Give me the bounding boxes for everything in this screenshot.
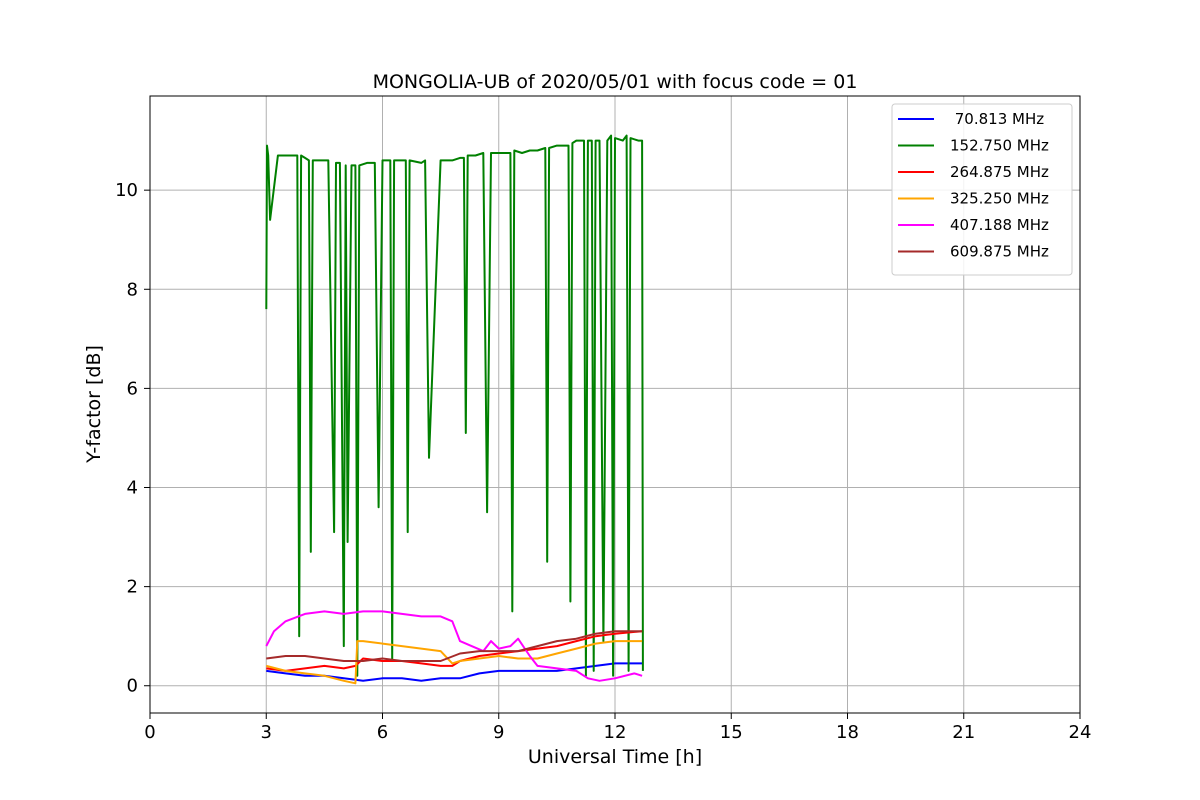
- x-tick-label: 18: [836, 722, 859, 743]
- legend-label: 264.875 MHz: [950, 163, 1049, 181]
- series-line-4: [265, 610, 643, 682]
- legend-label: 609.875 MHz: [950, 243, 1049, 261]
- y-tick-label: 0: [127, 676, 138, 697]
- legend-label: 325.250 MHz: [950, 190, 1049, 208]
- y-tick-label: 6: [127, 378, 138, 399]
- y-tick-label: 8: [127, 279, 138, 300]
- series-line-5: [266, 630, 643, 662]
- series-line-3: [266, 640, 643, 685]
- x-tick-label: 6: [377, 722, 388, 743]
- x-tick-label: 21: [952, 722, 975, 743]
- legend-label: 70.813 MHz: [950, 110, 1044, 128]
- y-tick-label: 4: [127, 478, 138, 499]
- chart-title: MONGOLIA-UB of 2020/05/01 with focus cod…: [373, 71, 858, 93]
- x-tick-label: 24: [1069, 722, 1092, 743]
- legend-label: 407.188 MHz: [950, 216, 1049, 234]
- legend-box: [891, 103, 1073, 276]
- y-tick-label: 2: [127, 577, 138, 598]
- y-tick-label: 10: [115, 180, 138, 201]
- legend: 70.813 MHz 152.750 MHz 264.875 MHz 325.250 …: [891, 103, 1073, 276]
- x-tick-label: 12: [604, 722, 627, 743]
- x-axis-label: Universal Time [h]: [528, 746, 702, 768]
- legend-label: 152.750 MHz: [950, 137, 1049, 155]
- y-axis-label: Y-factor [dB]: [83, 345, 105, 464]
- series-line-1: [265, 134, 644, 677]
- series-line-2: [266, 630, 643, 672]
- x-tick-label: 3: [261, 722, 272, 743]
- x-tick-label: 15: [720, 722, 743, 743]
- x-tick-label: 0: [144, 722, 155, 743]
- x-tick-label: 9: [493, 722, 504, 743]
- series-lines: [265, 134, 644, 685]
